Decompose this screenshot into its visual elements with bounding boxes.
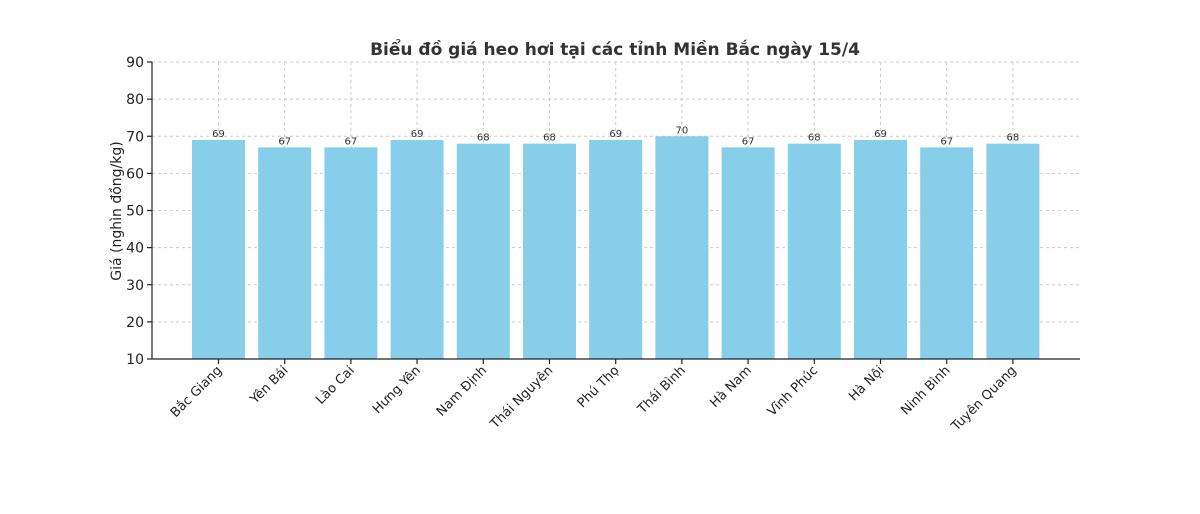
y-axis-label: Giá (nghìn đồng/kg) xyxy=(108,141,125,280)
data-label: 68 xyxy=(477,133,490,144)
bar xyxy=(324,147,378,359)
x-tick-label: Ninh Bình xyxy=(898,363,953,418)
data-label: 70 xyxy=(676,125,689,136)
x-tick-label: Vĩnh Phúc xyxy=(765,363,821,419)
x-tick-label: Thái Nguyên xyxy=(487,363,556,432)
data-label: 69 xyxy=(874,129,887,140)
y-tick-label: 20 xyxy=(126,315,144,331)
y-tick-label: 70 xyxy=(126,129,144,145)
data-label: 69 xyxy=(212,129,225,140)
bar xyxy=(787,143,841,359)
bar xyxy=(854,139,907,359)
data-label: 67 xyxy=(278,136,291,147)
bar xyxy=(523,143,576,359)
x-tick-label: Lào Cai xyxy=(313,363,358,408)
bar xyxy=(721,147,775,359)
y-tick-label: 90 xyxy=(126,55,144,71)
y-tick-label: 80 xyxy=(126,92,144,108)
x-tick-label: Nam Định xyxy=(434,363,490,419)
data-label: 67 xyxy=(742,136,755,147)
x-tick-label: Thái Bình xyxy=(634,363,688,417)
y-tick-label: 50 xyxy=(126,204,144,220)
data-label: 68 xyxy=(543,133,556,144)
x-tick-label: Phú Thọ xyxy=(575,363,623,411)
bars xyxy=(192,136,1040,359)
x-tick-label: Hà Nội xyxy=(846,363,887,404)
chart-title: Biểu đồ giá heo hơi tại các tỉnh Miền Bắ… xyxy=(370,38,860,60)
y-tick-labels: 10 20 30 40 50 60 70 80 90 xyxy=(126,55,144,368)
x-tick-label: Hà Nam xyxy=(707,363,755,411)
y-tick-label: 30 xyxy=(126,278,144,294)
bar xyxy=(986,143,1040,359)
bar xyxy=(192,139,245,359)
data-label: 67 xyxy=(940,136,953,147)
bar xyxy=(589,139,643,359)
x-tick-label: Yên Bái xyxy=(247,363,292,408)
data-label: 68 xyxy=(808,133,821,144)
data-label: 68 xyxy=(1007,133,1020,144)
x-tick-label: Bắc Giang xyxy=(168,363,225,420)
bar xyxy=(920,147,974,359)
bar xyxy=(258,147,312,359)
y-tick-label: 10 xyxy=(126,352,144,368)
x-tick-label: Hưng Yên xyxy=(370,363,424,417)
y-tick-label: 60 xyxy=(126,166,144,182)
x-tick-label: Tuyên Quang xyxy=(948,363,1020,435)
x-tick-labels: Bắc Giang Yên Bái Lào Cai Hưng Yên Nam ĐịnhT… xyxy=(168,363,1020,435)
data-labels: 69 67 67 69 68 68 69 70 67 68 69 67 68 xyxy=(212,125,1019,147)
y-tick-label: 40 xyxy=(126,241,144,257)
data-label: 67 xyxy=(345,136,358,147)
data-label: 69 xyxy=(411,129,424,140)
bar xyxy=(655,136,709,359)
axes xyxy=(147,61,1080,364)
data-label: 69 xyxy=(609,129,622,140)
bar xyxy=(456,143,510,359)
bar xyxy=(390,139,444,359)
